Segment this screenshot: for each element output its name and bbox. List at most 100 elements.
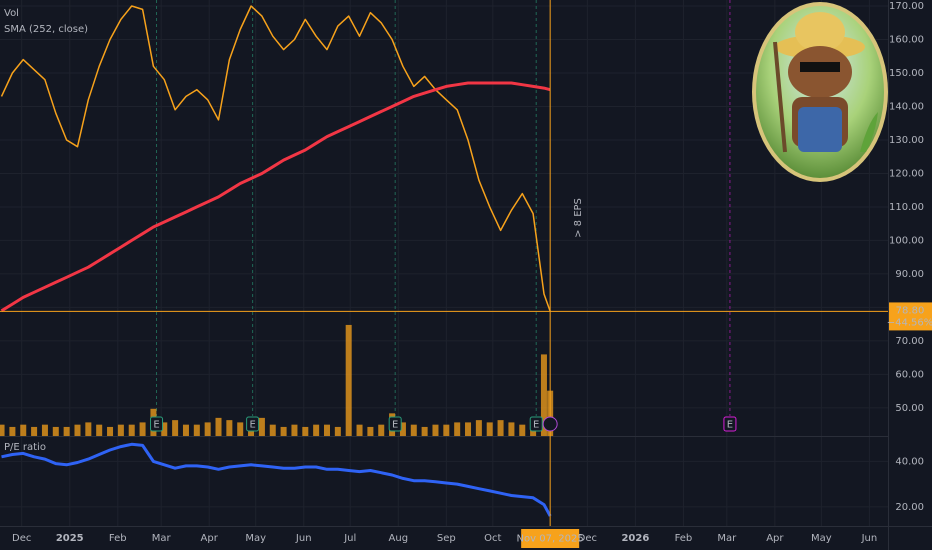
event-label: E (249, 420, 255, 431)
y-tick-label: 50.00 (895, 403, 924, 414)
x-tick-label: Jun (295, 533, 312, 544)
event-badge (529, 416, 543, 432)
volume-bar (291, 424, 298, 436)
volume-bar (139, 422, 146, 436)
volume-bar (20, 424, 27, 436)
change-label: −44.56% (887, 317, 932, 328)
x-tick-label: Oct (484, 533, 501, 544)
annotation: > 8 EPS (573, 198, 584, 238)
volume-bar (96, 424, 103, 436)
y-tick-label: 40.00 (895, 456, 924, 467)
x-tick-label: Feb (109, 533, 127, 544)
y-tick-label: 100.00 (889, 235, 924, 246)
x-tick-label: Mar (717, 533, 737, 544)
volume-bar (356, 424, 363, 436)
volume-bar (497, 420, 504, 436)
grid (0, 0, 888, 526)
volume-bar (399, 422, 406, 436)
plant (860, 112, 878, 152)
legend-entry: SMA (252, close) (4, 24, 88, 35)
volume-bar (432, 424, 439, 436)
last-price-label: 78.80 (896, 305, 925, 316)
volume-bar (258, 417, 265, 436)
volume-bar (302, 426, 309, 436)
x-tick-label: Aug (389, 533, 409, 544)
x-tick-label: Apr (201, 533, 219, 544)
volume-bar (74, 424, 81, 436)
volume-bar (334, 426, 341, 436)
event-label: E (392, 420, 398, 431)
event-badge (150, 416, 164, 432)
volume-bar (378, 424, 385, 436)
volume-bar (161, 422, 168, 436)
hat-top (795, 12, 845, 52)
volume-bar (454, 422, 461, 436)
y-tick-label: 70.00 (895, 336, 924, 347)
overalls (798, 107, 842, 152)
series-line (0, 81, 551, 313)
series-line (1, 442, 552, 517)
volume-bar (0, 424, 5, 436)
volume-bar (519, 424, 526, 436)
volume-bar (421, 426, 428, 436)
volume-bar (269, 424, 276, 436)
event-label: E (153, 420, 159, 431)
marks (0, 5, 888, 517)
volume-bar (9, 426, 16, 436)
x-tick-label: May (245, 533, 266, 544)
last-price-box (889, 302, 932, 331)
shovel (773, 41, 787, 153)
volume-bar (443, 424, 450, 436)
x-tick-label: 2026 (621, 533, 649, 544)
y-tick-label: 60.00 (895, 369, 924, 380)
series-line (0, 5, 551, 312)
volume-bar (465, 422, 472, 436)
volume-bar (107, 426, 114, 436)
volume-bar (226, 420, 233, 436)
volume-bar (204, 422, 211, 436)
volume-bar (63, 426, 70, 436)
y-tick-label: 140.00 (889, 101, 924, 112)
x-tick-label: 2025 (56, 533, 84, 544)
y-tick-label: 90.00 (895, 269, 924, 280)
event-label: E (727, 420, 733, 431)
event-badge (723, 416, 737, 432)
y-tick-label: 110.00 (889, 202, 924, 213)
x-tick-label: May (811, 533, 832, 544)
sunglasses (800, 62, 840, 72)
event-badge (246, 416, 260, 432)
volume-bar (540, 354, 547, 436)
volume-bar (193, 424, 200, 436)
volume-bar (410, 424, 417, 436)
y-tick-label: 170.00 (889, 1, 924, 12)
volume-bar (508, 422, 515, 436)
volume-bar (345, 324, 352, 436)
y-tick-label: 20.00 (895, 502, 924, 513)
x-tick-label: Dec (12, 533, 31, 544)
volume-bar (215, 417, 222, 436)
volume-bar (280, 426, 287, 436)
y-tick-label: 120.00 (889, 168, 924, 179)
volume-bar (367, 426, 374, 436)
y-tick-label: 130.00 (889, 135, 924, 146)
x-tick-label: Mar (152, 533, 172, 544)
x-tick-label: Sep (437, 533, 456, 544)
volume-bar (128, 424, 135, 436)
volume-bar (313, 424, 320, 436)
volume-bar (486, 422, 493, 436)
legend-entry: P/E ratio (4, 442, 46, 453)
x-tick-label: Apr (766, 533, 784, 544)
crosshair-label-box (521, 529, 580, 548)
x-tick-label: Jun (861, 533, 878, 544)
event-label: E (533, 420, 539, 431)
y-tick-label: 160.00 (889, 35, 924, 46)
volume-bar (85, 422, 92, 436)
x-tick-label: Feb (675, 533, 693, 544)
volume-bar (172, 420, 179, 436)
volume-bar (475, 420, 482, 436)
volume-bar (117, 424, 124, 436)
event-badge (388, 416, 402, 432)
y-tick-label: 150.00 (889, 68, 924, 79)
crosshair-label: Nov 07, 2025 (517, 534, 584, 545)
